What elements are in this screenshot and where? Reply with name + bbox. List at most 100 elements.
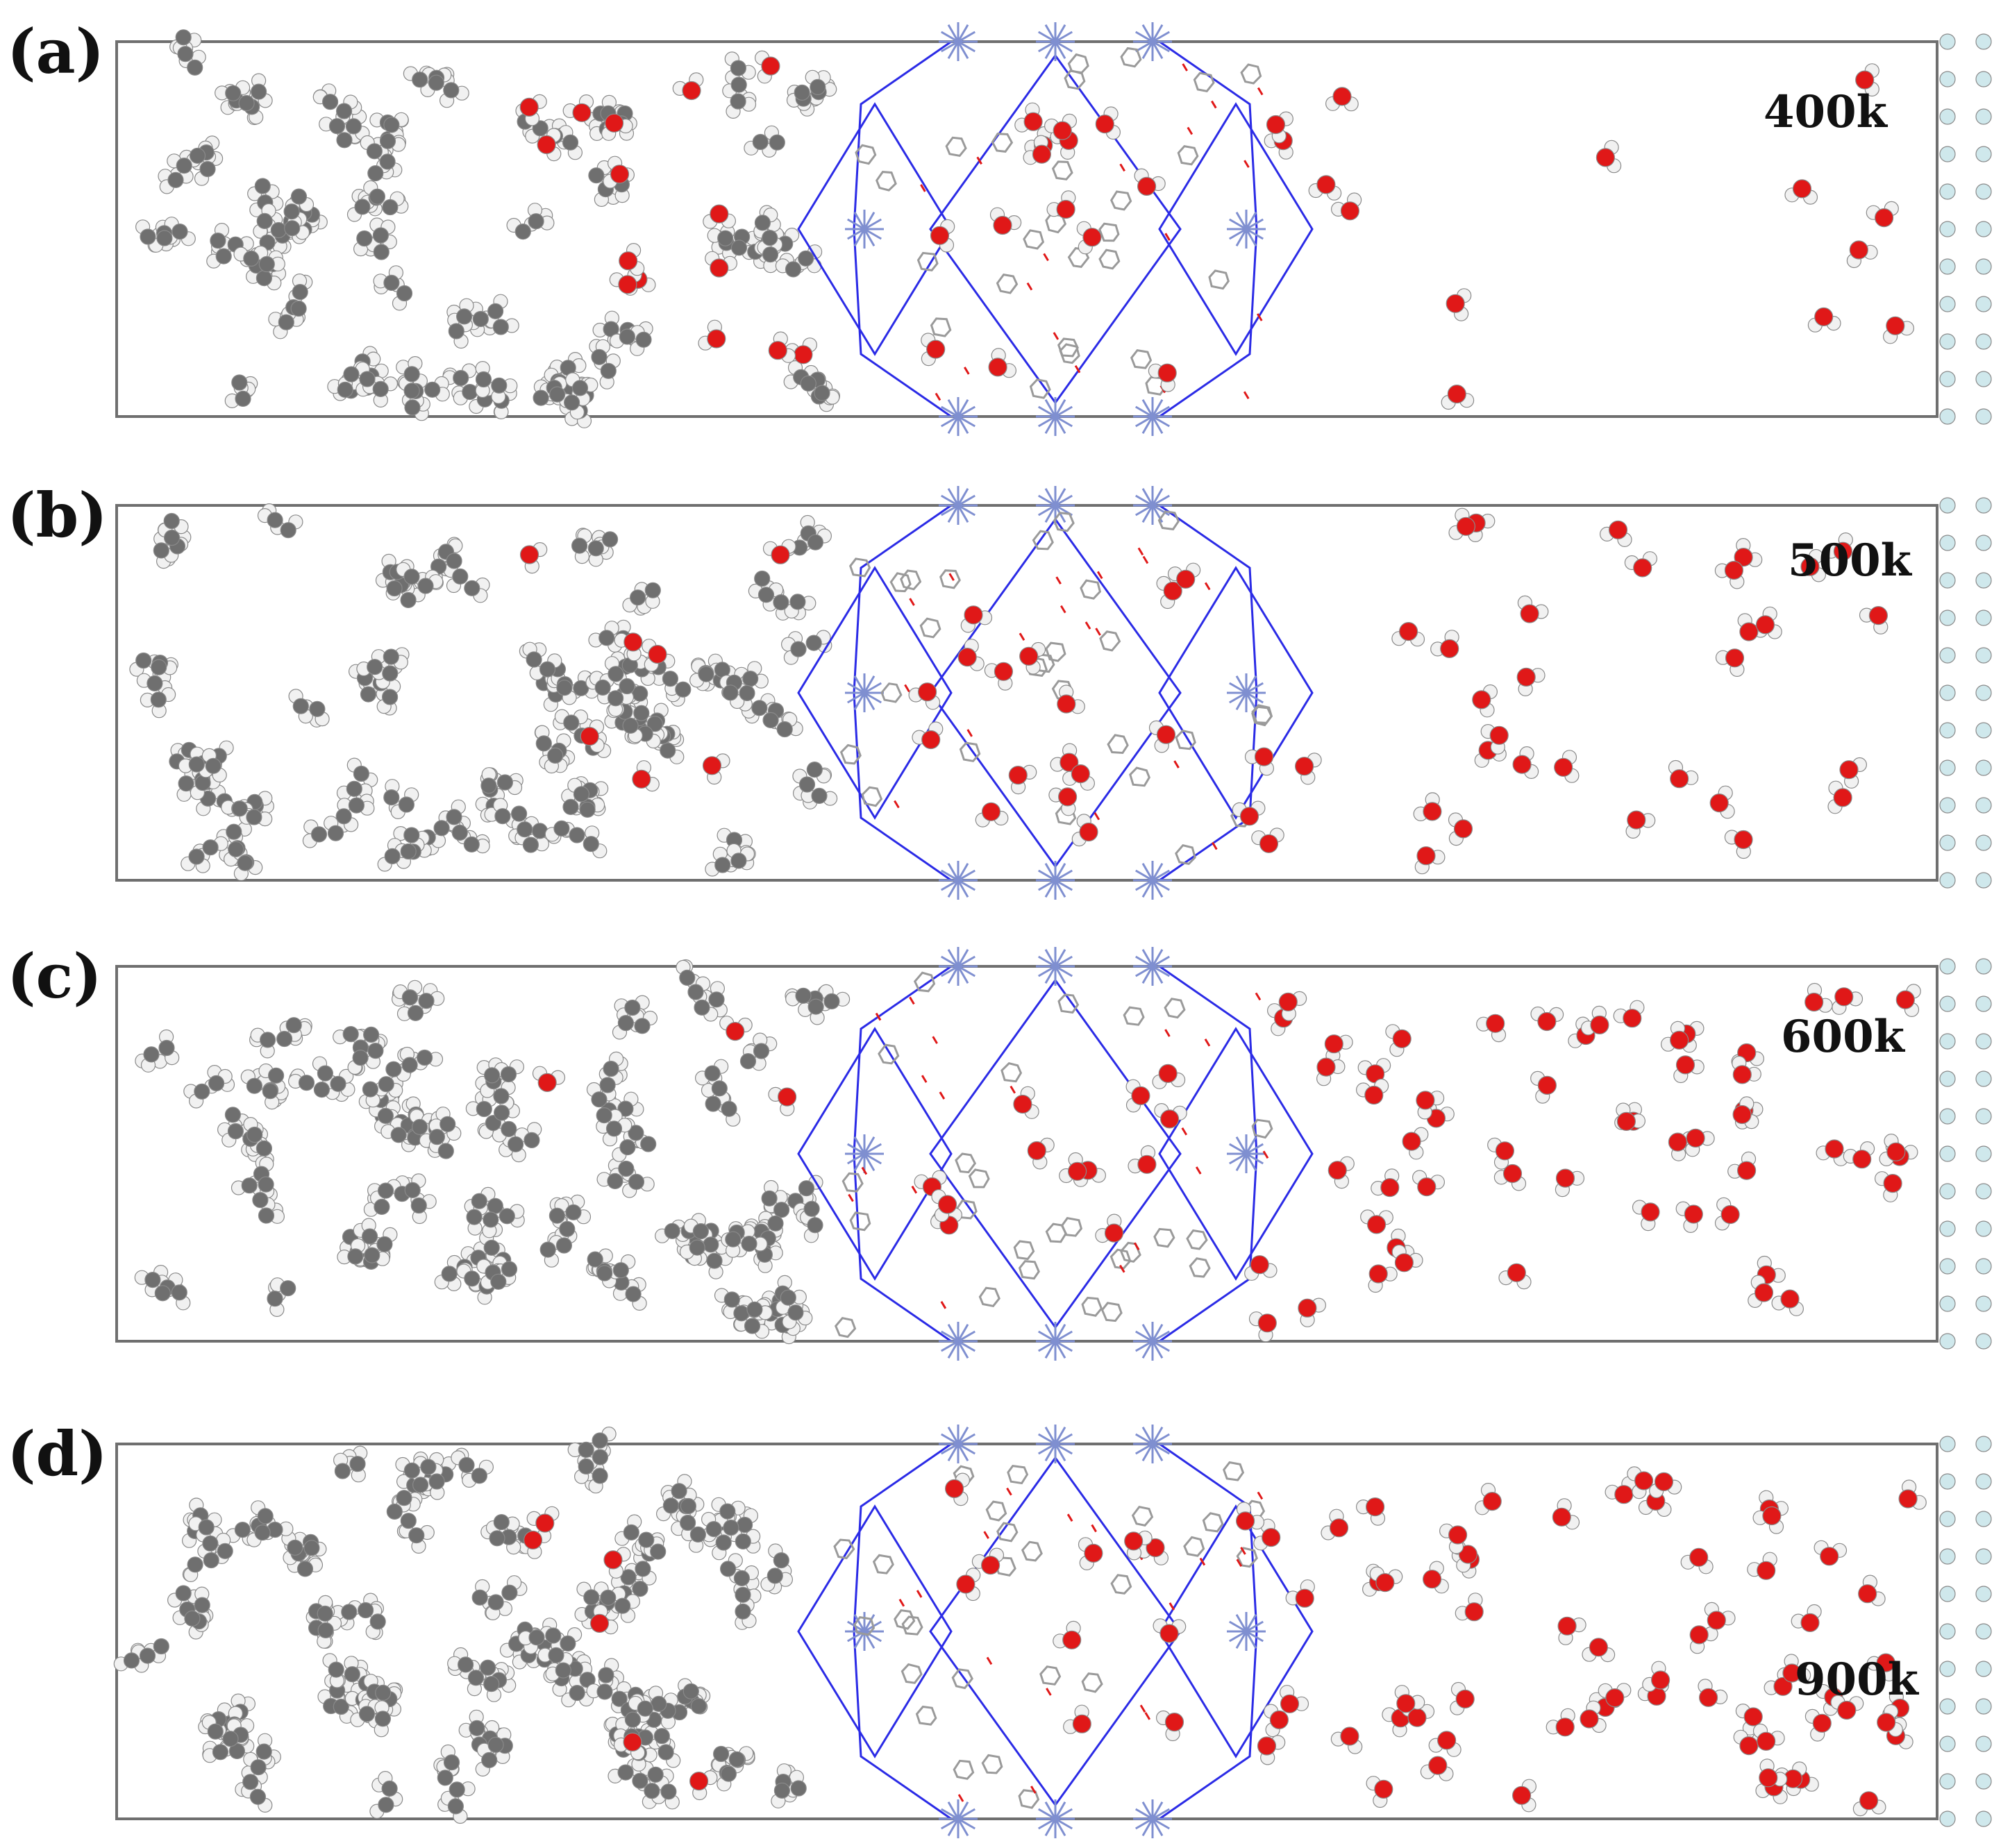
linker-ring (919, 617, 941, 639)
hydrocarbon-molecule (240, 1063, 289, 1110)
carbon-atom (548, 1207, 566, 1224)
carbon-atom (600, 1589, 617, 1606)
hydrocarbon-molecule (167, 1585, 214, 1640)
carbon-atom (246, 809, 262, 825)
water-molecule (1516, 667, 1546, 697)
oxygen-atom (1104, 1223, 1124, 1243)
panel-label: (c) (7, 940, 102, 1012)
carbon-atom (317, 1622, 334, 1638)
water-molecule (532, 1066, 566, 1093)
framework-cage (797, 102, 953, 356)
metal-node (1133, 486, 1172, 525)
metal-node (1133, 22, 1172, 61)
metal-node (1036, 397, 1075, 436)
hydrocarbon-molecule (249, 1017, 312, 1059)
water-molecule (1156, 576, 1182, 610)
carbon-atom (635, 331, 652, 348)
oxygen-atom (1280, 1694, 1300, 1713)
hydrocarbon-molecule (257, 503, 303, 539)
carbon-atom (579, 801, 596, 818)
carbon-atom (651, 1695, 667, 1712)
carbon-atom (664, 1223, 680, 1239)
metal-node (1133, 1322, 1172, 1361)
carbon-atom (722, 684, 739, 701)
wall-atom (1975, 408, 1992, 425)
framework-oxygen (1204, 582, 1211, 591)
water-molecule (1642, 1661, 1670, 1692)
carbon-atom (344, 1666, 360, 1683)
water-molecule (1858, 1574, 1886, 1606)
carbon-atom (658, 1744, 674, 1761)
carbon-atom (237, 855, 253, 871)
carbon-atom (187, 59, 203, 76)
carbon-atom (150, 691, 167, 708)
wall-atom (1975, 684, 1992, 701)
oxygen-atom (937, 1195, 957, 1214)
linker-ring (1189, 1257, 1211, 1278)
water-molecule (1680, 1547, 1714, 1574)
carbon-atom (660, 742, 676, 759)
framework-oxygen (909, 996, 915, 1005)
hydrocarbon-molecule (330, 1593, 386, 1640)
carbon-atom (386, 1503, 403, 1520)
carbon-atom (746, 1301, 763, 1318)
carbon-atom (487, 303, 504, 319)
wall-atom (1939, 1295, 1956, 1312)
carbon-atom (547, 747, 564, 764)
oxygen-atom (1512, 1786, 1532, 1805)
carbon-atom (256, 212, 273, 229)
wall-atom (1975, 1070, 1992, 1087)
water-molecule (1804, 982, 1833, 1013)
water-molecule (1668, 759, 1699, 789)
linker-ring (878, 1043, 900, 1065)
oxygen-atom (689, 1772, 709, 1791)
water-molecule (1846, 240, 1878, 269)
wall-atom (1975, 834, 1992, 851)
carbon-atom (634, 1018, 651, 1034)
oxygen-atom (1654, 1472, 1674, 1491)
framework-oxygen (1060, 605, 1066, 614)
hydrocarbon-molecule (183, 1064, 235, 1109)
oxygen-atom (1668, 1132, 1687, 1152)
carbon-atom (487, 1736, 504, 1753)
carbon-atom (260, 1032, 276, 1048)
oxygen-atom (1156, 725, 1176, 744)
oxygen-atom (537, 135, 556, 154)
framework-oxygen (966, 729, 973, 737)
carbon-atom (372, 227, 390, 244)
carbon-atom (270, 221, 287, 239)
carbon-atom (698, 666, 714, 682)
carbon-atom (741, 1235, 757, 1252)
panel-a (115, 22, 1992, 436)
hydrocarbon-molecule (679, 1213, 733, 1279)
carbon-atom (408, 1527, 425, 1544)
framework-oxygen (1164, 1029, 1171, 1037)
oxygen-atom (1825, 1139, 1844, 1159)
metal-node (1227, 673, 1266, 712)
metal-node (1036, 22, 1075, 61)
carbon-atom (256, 1140, 272, 1157)
hydrocarbon-molecule (135, 1029, 180, 1073)
wall-atom (1939, 1811, 1956, 1827)
hydrocarbon-molecule (113, 1638, 169, 1673)
water-molecule (1715, 648, 1745, 678)
carbon-atom (539, 661, 556, 678)
carbon-atom (629, 589, 646, 606)
linker-ring (1129, 766, 1150, 787)
carbon-atom (256, 270, 272, 287)
water-molecule (1800, 548, 1826, 582)
carbon-atom (379, 153, 396, 170)
carbon-atom (789, 594, 806, 610)
carbon-atom (823, 993, 840, 1010)
water-molecule (1554, 750, 1580, 783)
wall-atom (1939, 1736, 1956, 1752)
oxygen-atom (535, 1513, 555, 1533)
carbon-atom (773, 1202, 790, 1218)
oxygen-atom (623, 632, 643, 652)
carbon-atom (328, 118, 346, 135)
framework-oxygen (1026, 282, 1033, 291)
carbon-atom (352, 1049, 369, 1066)
carbon-atom (790, 641, 807, 657)
carbon-atom (787, 1304, 804, 1321)
